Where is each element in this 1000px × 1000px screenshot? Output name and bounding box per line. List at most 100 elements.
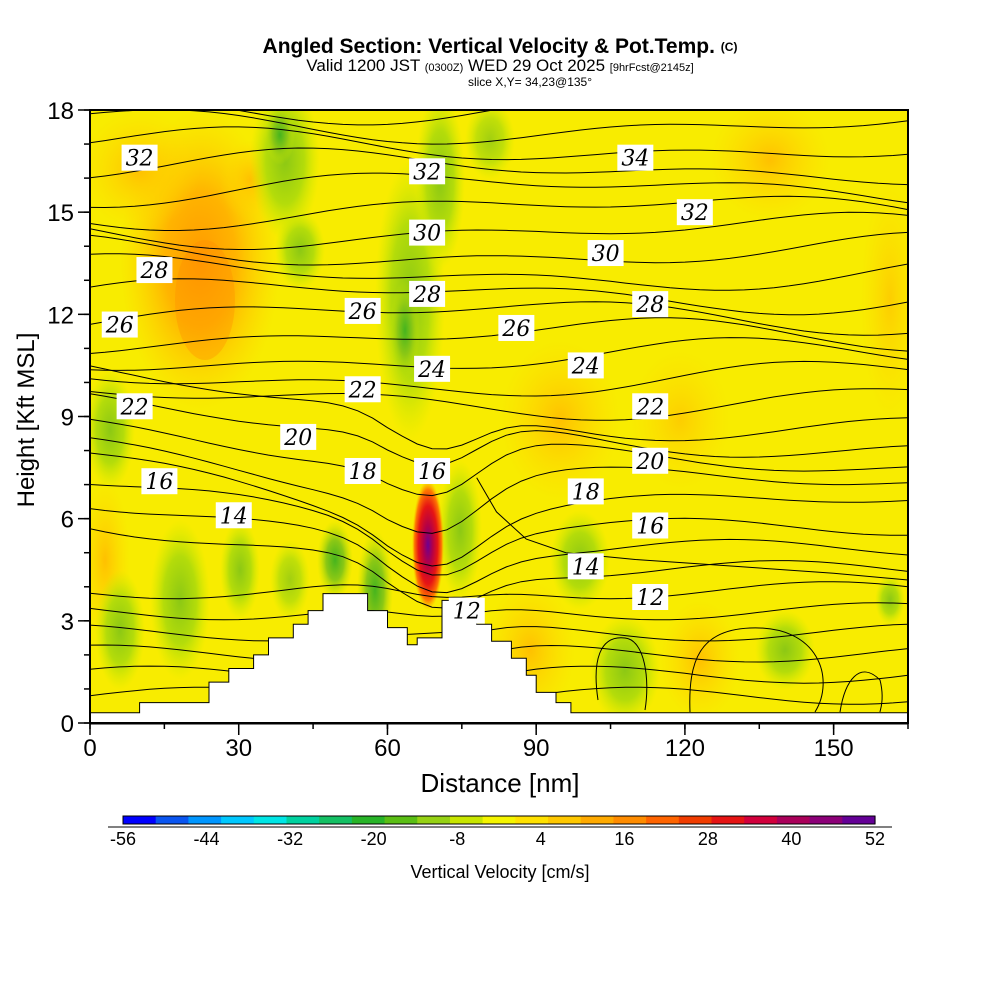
contour-label: 28 [409, 280, 446, 308]
chart-title: Angled Section: Vertical Velocity & Pot.… [0, 36, 1000, 58]
isentrope-line [90, 665, 908, 684]
contour-label: 32 [676, 199, 713, 226]
contour-label: 26 [498, 314, 535, 342]
contour-label: 28 [136, 257, 173, 284]
contour-label: 34 [617, 144, 654, 172]
valid-time: Valid 1200 JST [306, 56, 421, 75]
isentrope-line [90, 126, 908, 161]
terrain-profile [89, 593, 909, 725]
isentrope-line [90, 365, 908, 450]
contour-label-text: 12 [636, 586, 664, 611]
y-tick-label: 6 [61, 507, 74, 534]
forecast-run: [9hrFcst@2145z] [609, 62, 694, 74]
contour-label-text: 32 [413, 160, 441, 185]
isentrope-line [90, 686, 908, 707]
contour-label: 32 [409, 158, 446, 185]
colorbar-tick-label: -20 [361, 829, 387, 849]
isentrope-line [90, 581, 908, 600]
contour-label-text: 30 [592, 242, 620, 267]
contour-label: 20 [632, 447, 669, 475]
colorbar-swatch [351, 816, 386, 824]
closed-contours [595, 627, 883, 713]
contour-label: 22 [344, 376, 381, 403]
contour-label: 24 [414, 355, 451, 383]
x-tick-label: 60 [374, 735, 401, 762]
colorbar-tick-label: 28 [698, 829, 718, 849]
tick-labels: 0 30 60 90 120 150 0 3 6 9 12 15 18 [47, 98, 853, 762]
title-text: Angled Section: Vertical Velocity & Pot.… [262, 35, 715, 58]
contour-label-text: 24 [571, 354, 600, 379]
contour-label-bg [587, 240, 624, 267]
contour-label-text: 30 [413, 222, 441, 247]
isentrope-line [90, 644, 908, 663]
contour-label-text: 26 [105, 314, 134, 339]
colorbar-tick-label: 16 [614, 829, 634, 849]
colorbar-swatch [744, 816, 778, 824]
colorbar-swatch [155, 816, 189, 824]
colorbar-swatch [613, 816, 647, 824]
x-tick-label: 120 [665, 735, 705, 762]
contour-label: 16 [414, 457, 451, 485]
isentrope-line [90, 452, 908, 567]
contour-label-bg [136, 257, 173, 284]
colorbar-swatch [842, 816, 876, 824]
contour-label-bg [121, 144, 158, 171]
contour-label-text: 24 [417, 358, 446, 383]
contour-label-bg [448, 597, 485, 624]
isentrope-line [90, 437, 908, 534]
colorbar-swatch [319, 816, 353, 824]
contour-label: 12 [632, 583, 669, 611]
isentrope-line [90, 484, 908, 576]
colorbar-swatch [482, 816, 516, 824]
colorbar-swatch [776, 816, 811, 824]
contour-label-bg [632, 291, 669, 318]
colorbar-swatch [580, 816, 615, 824]
contour-label-bg [409, 280, 446, 307]
contour-labels: 32 28 26 22 20 16 14 26 22 18 32 30 28 24 16 12 26 34 32 30… [101, 144, 713, 625]
isentrope-line [90, 337, 908, 371]
contour-label: 18 [567, 478, 604, 505]
contour-label: 32 [121, 144, 158, 172]
isentrope-line [90, 623, 908, 642]
contour-label-text: 16 [418, 460, 446, 485]
contour-label: 24 [567, 352, 604, 379]
contour-label-text: 16 [636, 514, 664, 539]
contour-label-text: 22 [120, 395, 149, 420]
colorbar-tick-label: -44 [194, 829, 220, 849]
contour-label-text: 14 [572, 555, 600, 580]
contour-label-bg [414, 355, 451, 382]
contour-label: 30 [409, 219, 446, 247]
colorbar-title: Vertical Velocity [cm/s] [410, 862, 590, 882]
contour-label-text: 34 [621, 147, 649, 172]
isentrope-line [90, 388, 908, 421]
contour-label-bg [215, 502, 252, 529]
x-tick-label: 0 [83, 735, 96, 762]
contour-label-text: 14 [220, 504, 248, 529]
colorbar-frame [122, 815, 876, 825]
isentrope-line [90, 172, 908, 209]
contour-label-text: 32 [126, 147, 154, 172]
isentrope-line [90, 110, 908, 145]
contour-label: 22 [632, 393, 669, 420]
x-tick-label: 90 [523, 735, 550, 762]
contour-label-text: 26 [348, 300, 377, 325]
isentrope-line [90, 253, 908, 291]
x-tick-label: 30 [225, 735, 252, 762]
valid-date: WED 29 Oct 2025 [468, 56, 606, 75]
colorbar-swatch [678, 816, 713, 824]
title-block: Angled Section: Vertical Velocity & Pot.… [0, 36, 1000, 89]
colorbar-tick-labels: -56 -44 -32 -20 -8 4 16 28 40 52 [110, 829, 885, 849]
y-tick-label: 9 [61, 405, 74, 432]
isentrope-line [90, 278, 908, 316]
contour-label-bg [567, 478, 604, 505]
contour-label-bg [409, 219, 446, 246]
contour-label: 12 [448, 597, 485, 625]
y-tick-label: 15 [47, 200, 74, 227]
colorbar-swatch [286, 816, 320, 824]
contour-label-bg [676, 199, 713, 226]
contour-label-bg [409, 158, 446, 185]
isentrope-line [90, 211, 908, 250]
colorbar-swatch [417, 816, 451, 824]
contour-label-bg [632, 393, 669, 420]
